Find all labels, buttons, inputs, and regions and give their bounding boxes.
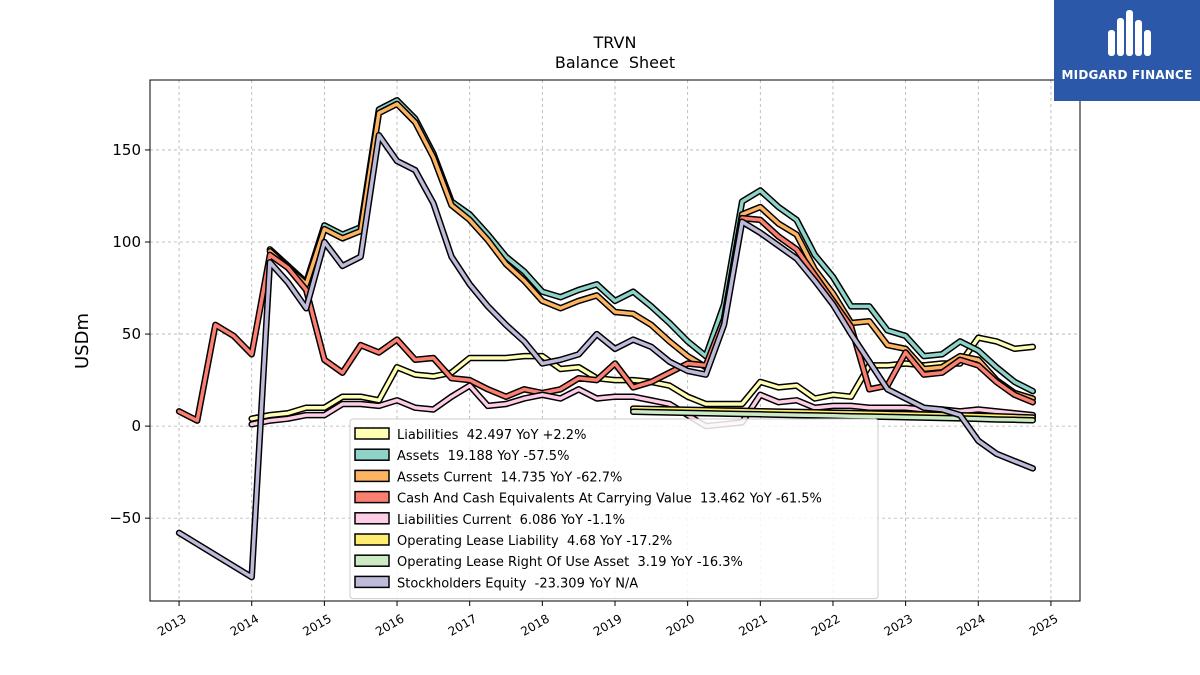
x-tick-label: 2022 [809,611,842,638]
x-tick-label: 2025 [1027,611,1060,638]
x-tick-label: 2021 [736,611,769,638]
legend-swatch [354,427,390,440]
y-axis: −50 0 50 100 150 [109,141,150,527]
x-tick-label: 2024 [954,611,987,638]
logo-mark-icon [1108,10,1151,56]
legend-swatch [354,448,390,461]
legend-swatch [354,575,390,589]
x-tick-label: 2018 [518,611,551,638]
series-line [249,383,1035,428]
x-tick-label: 2017 [446,611,479,638]
y-axis-label: USDm [72,313,93,369]
series-line-outline [175,214,1037,424]
series-line [177,133,1035,579]
y-tick-label: −50 [109,509,141,527]
x-axis: 2013 2014 2015 2016 2017 2018 2019 2020 2021 2022… [155,601,1060,639]
legend-label: Liabilities 42.497 YoY +2.2% [397,428,586,443]
legend-label: Operating Lease Right Of Use Asset 3.19 … [397,555,743,570]
y-tick-label: 50 [122,325,141,343]
legend-label: Assets 19.188 YoY -57.5% [397,449,569,464]
x-tick-label: 2014 [228,611,261,638]
legend-label: Stockholders Equity -23.309 YoY N/A [397,576,638,591]
logo-text: MIDGARD FINANCE [1061,68,1193,82]
brand-logo: MIDGARD FINANCE [1054,0,1200,101]
series-line [177,216,1035,423]
plot-lines [175,97,1037,581]
x-tick-label: 2023 [882,611,915,638]
y-tick-label: 150 [112,141,141,159]
legend-swatch [354,512,390,525]
series-line [268,98,1035,393]
legend-box [349,418,879,600]
x-tick-label: 2013 [155,611,188,638]
legend-swatch [354,554,390,567]
x-tick-label: 2015 [300,611,333,638]
legend-swatch [354,469,390,483]
legend-label: Assets Current 14.735 YoY -62.7% [397,470,622,485]
legend-label: Liabilities Current 6.086 YoY -1.1% [397,513,625,528]
chart-title: TRVN [593,33,637,52]
x-tick-label: 2019 [591,611,624,638]
x-tick-label: 2020 [664,611,697,638]
legend-swatch [354,490,390,504]
y-tick-label: 100 [112,233,141,251]
x-tick-label: 2016 [373,611,406,638]
legend-label: Operating Lease Liability 4.68 YoY -17.2… [397,534,672,549]
series-line [268,102,1035,401]
legend-swatch [354,533,390,546]
y-tick-label: 0 [131,417,141,435]
chart-subtitle: Balance Sheet [555,53,675,72]
legend-label: Cash And Cash Equivalents At Carrying Va… [397,492,822,507]
legend: Liabilities 42.497 YoY +2.2% Assets 19.18… [349,418,879,600]
